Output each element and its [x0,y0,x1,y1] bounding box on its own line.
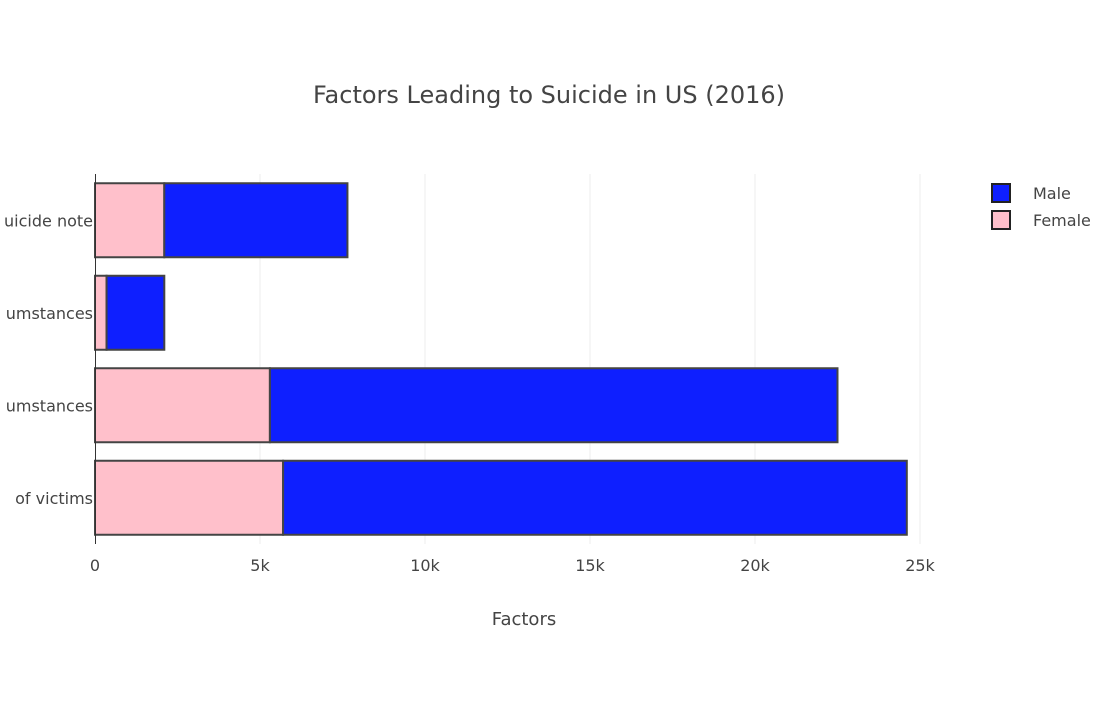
bar-female[interactable] [94,274,108,351]
legend[interactable]: Male Female [991,183,1091,230]
x-tick-label: 20k [740,556,770,575]
bar-male[interactable] [163,182,349,259]
bar-female[interactable] [94,459,285,536]
bar-male[interactable] [105,274,166,351]
y-category-label: umstances [6,396,93,415]
x-axis-title: Factors [492,609,556,630]
x-tick-label: 10k [410,556,440,575]
legend-item-male[interactable]: Male [991,183,1071,203]
x-tick-label: 25k [905,556,935,575]
legend-label: Male [1033,184,1071,203]
category-labels: of victims umstances umstances uicide note [4,211,93,508]
legend-label: Female [1033,211,1091,230]
chart-title: Factors Leading to Suicide in US (2016) [313,81,785,109]
legend-swatch [991,210,1011,230]
y-category-label: umstances [6,304,93,323]
x-tick-label: 5k [250,556,270,575]
x-tick-labels: 0 5k 10k 15k 20k 25k [90,556,936,575]
x-tick-label: 0 [90,556,100,575]
bars [94,182,908,536]
y-category-label: of victims [15,489,93,508]
x-tick-label: 15k [575,556,605,575]
bar-male[interactable] [268,367,839,444]
legend-swatch [991,183,1011,203]
bar-female[interactable] [94,182,166,259]
bar-male[interactable] [282,459,908,536]
bar-female[interactable] [94,367,271,444]
legend-item-female[interactable]: Female [991,210,1091,230]
y-category-label: uicide note [4,211,93,230]
